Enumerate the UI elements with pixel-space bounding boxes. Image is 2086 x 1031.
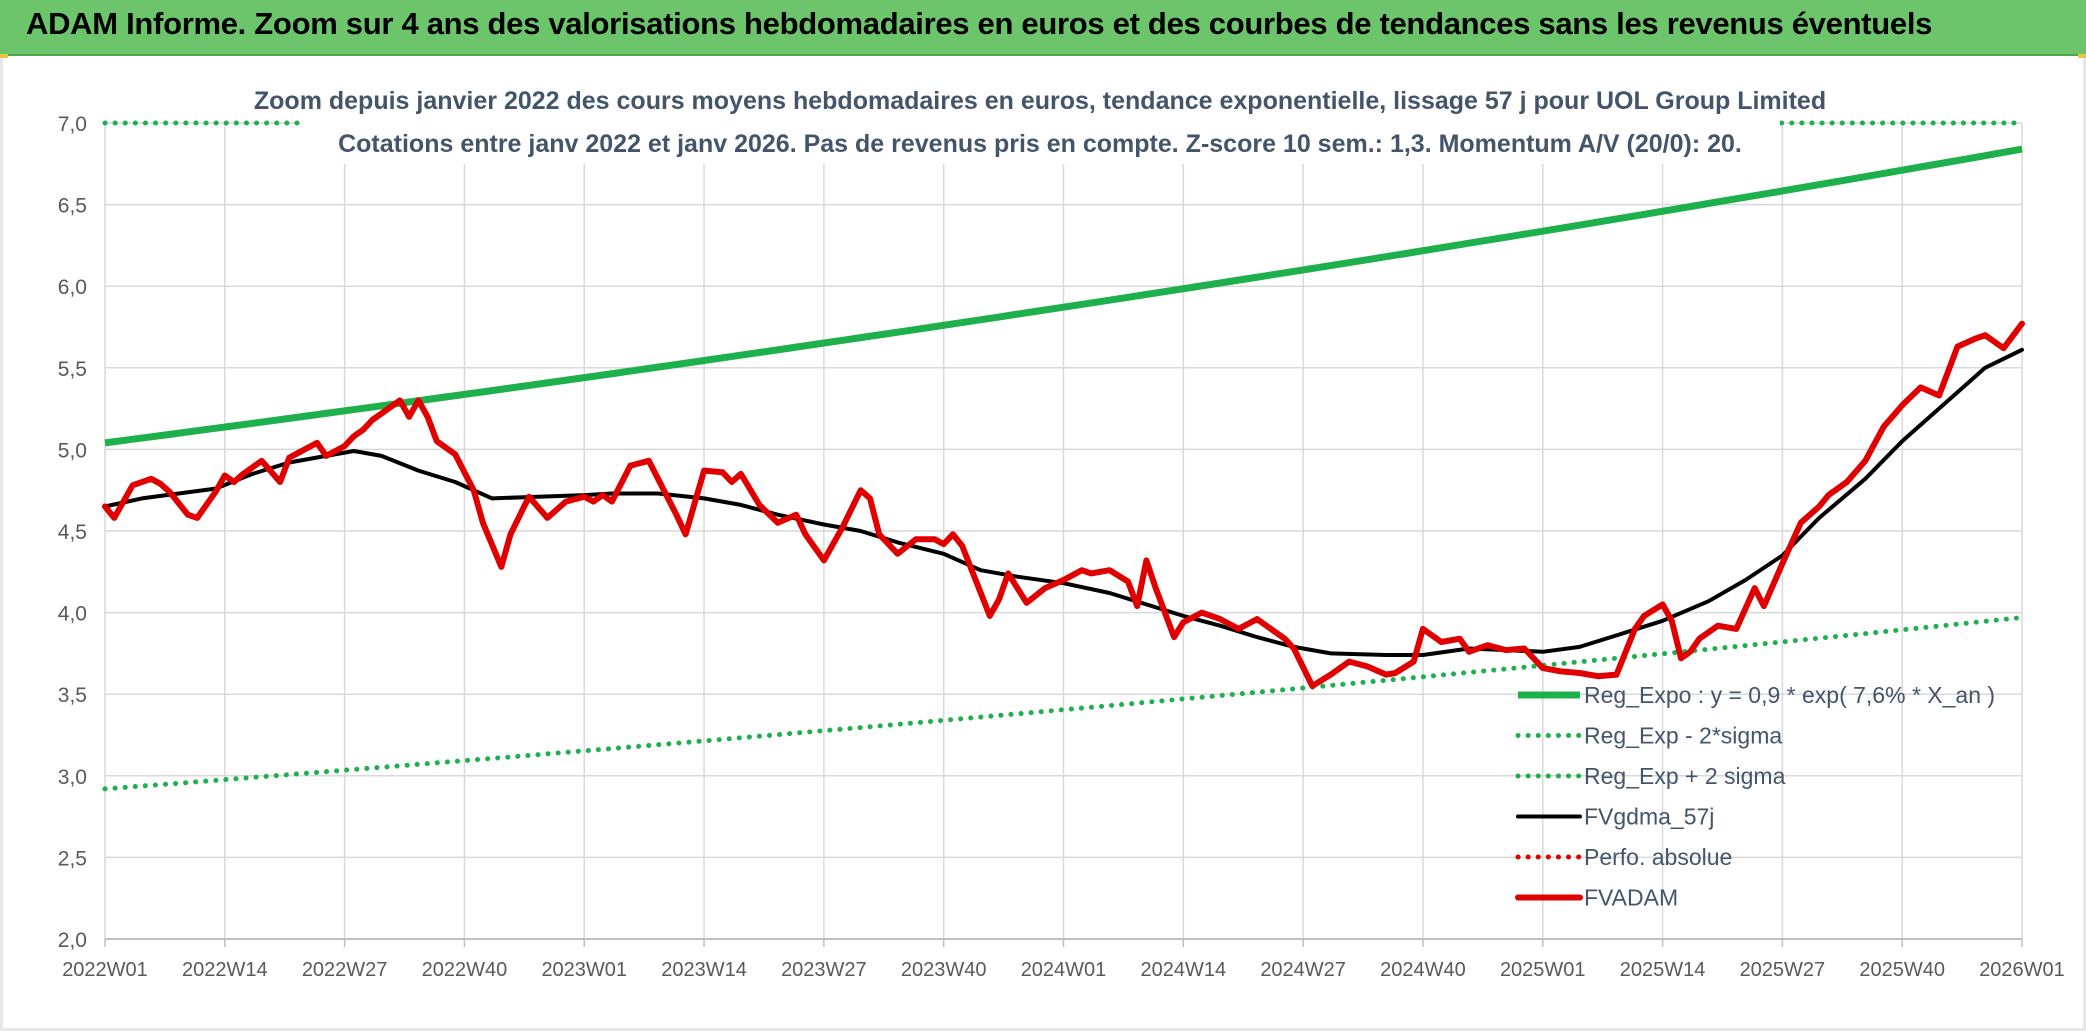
x-tick-label: 2026W01 — [1979, 959, 2065, 981]
y-tick-label: 7,0 — [58, 113, 87, 136]
y-tick-label: 6,5 — [58, 195, 87, 218]
legend: Reg_Expo : y = 0,9 * exp( 7,6% * X_an ) R… — [1515, 682, 1995, 911]
series-line-0 — [104, 145, 2023, 447]
y-tick-label: 2,5 — [58, 847, 87, 870]
series-line-4 — [102, 320, 2025, 689]
x-tick-label: 2022W14 — [182, 959, 268, 981]
y-tick-label: 6,0 — [58, 276, 87, 299]
chart-title: Zoom depuis janvier 2022 des cours moyen… — [254, 87, 1826, 115]
x-tick-label: 2022W40 — [422, 959, 508, 981]
x-tick-label: 2023W40 — [901, 959, 987, 981]
x-tick-label: 2023W27 — [781, 959, 867, 981]
y-tick-label: 4,0 — [58, 603, 87, 626]
chart-titles: Zoom depuis janvier 2022 des cours moyen… — [254, 80, 1826, 164]
y-tick-label: 5,5 — [58, 358, 87, 381]
y-tick-label: 3,5 — [58, 684, 87, 707]
title-backdrop — [300, 80, 1780, 164]
x-tick-label: 2024W14 — [1141, 959, 1227, 981]
chart-subtitle: Cotations entre janv 2022 et janv 2026. … — [338, 130, 1742, 158]
legend-label: Perfo. absolue — [1584, 844, 1732, 870]
legend-label: Reg_Exp - 2*sigma — [1584, 723, 1782, 749]
grid-lines — [104, 122, 2023, 947]
x-tick-label: 2022W27 — [302, 959, 388, 981]
legend-label: Reg_Exp + 2 sigma — [1584, 763, 1786, 789]
series-line-3 — [103, 347, 2024, 657]
series-line-1 — [102, 615, 2025, 792]
x-tick-label: 2025W40 — [1859, 959, 1945, 981]
y-tick-label: 4,5 — [58, 521, 87, 544]
x-tick-label: 2022W01 — [62, 959, 148, 981]
legend-label: Reg_Expo : y = 0,9 * exp( 7,6% * X_an ) — [1584, 682, 1995, 708]
legend-label: FVADAM — [1584, 885, 1678, 911]
y-tick-label: 2,0 — [58, 929, 87, 952]
x-tick-label: 2023W14 — [661, 959, 747, 981]
x-tick-label: 2024W27 — [1260, 959, 1346, 981]
header-banner: ADAM Informe. Zoom sur 4 ans des valoris… — [0, 0, 2086, 56]
x-tick-label: 2023W01 — [541, 959, 627, 981]
axis-ticks: 2,0 2,5 3,0 3,5 4,0 4,5 5,0 5,5 6,0 6,5 7,0 2022W01… — [58, 113, 2065, 981]
banner-title: ADAM Informe. Zoom sur 4 ans des valoris… — [26, 6, 1933, 41]
x-tick-label: 2025W01 — [1500, 959, 1586, 981]
y-tick-label: 5,0 — [58, 439, 87, 462]
banner-corner-right — [2078, 54, 2086, 58]
x-tick-label: 2025W27 — [1740, 959, 1826, 981]
banner-corner-left — [0, 54, 8, 58]
legend-label: FVgdma_57j — [1584, 804, 1714, 830]
x-tick-label: 2024W40 — [1380, 959, 1466, 981]
y-tick-label: 3,0 — [58, 766, 87, 789]
x-tick-label: 2025W14 — [1620, 959, 1706, 981]
x-tick-label: 2024W01 — [1021, 959, 1107, 981]
